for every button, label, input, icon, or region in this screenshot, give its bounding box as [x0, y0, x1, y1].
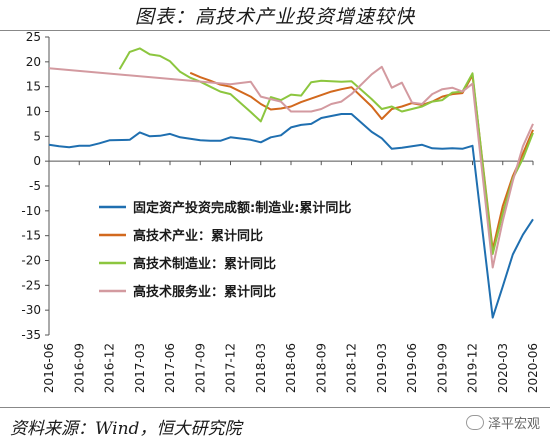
x-tick-label: 2017-09	[193, 343, 207, 393]
y-tick-label: -20	[21, 254, 41, 268]
y-tick-label: 15	[26, 80, 41, 94]
chart-axes: -35 -30 -25 -20 -15 -10 -5 0 5 10 15 20 25 2016-06 201…	[21, 30, 540, 393]
y-tick-label: -10	[21, 204, 41, 218]
y-tick-label: -5	[29, 179, 41, 193]
x-tick-label: 2018-03	[254, 343, 268, 393]
x-tick-label: 2019-06	[405, 343, 419, 393]
chart-title: 图表：高技术产业投资增速较快	[134, 6, 415, 28]
legend-label: 固定资产投资完成额:制造业:累计同比	[133, 200, 351, 216]
x-tick-label: 2017-03	[133, 343, 147, 393]
x-tick-label: 2018-09	[314, 343, 328, 393]
legend-label: 高技术制造业：累计同比	[133, 256, 276, 272]
series-line	[118, 47, 534, 255]
x-tick-label: 2019-03	[375, 343, 389, 393]
series-line	[48, 113, 534, 319]
legend-label: 高技术服务业：累计同比	[133, 284, 276, 300]
x-tick-label: 2020-03	[496, 343, 510, 393]
title-divider	[0, 30, 550, 31]
x-tick-label: 2016-12	[103, 343, 117, 393]
legend-label: 高技术产业：累计同比	[133, 228, 263, 244]
source-divider	[0, 407, 550, 408]
x-tick-label: 2017-06	[163, 343, 177, 393]
legend-box	[88, 195, 380, 303]
chart-series	[48, 47, 534, 319]
watermark-label: 泽平宏观	[487, 417, 540, 432]
y-tick-label: -25	[21, 278, 41, 292]
wechat-icon	[465, 415, 484, 430]
x-tick-label: 2019-12	[466, 343, 480, 393]
x-tick-label: 2017-12	[224, 343, 238, 393]
x-tick-label: 2020-06	[526, 343, 540, 393]
x-tick-label: 2016-09	[72, 343, 86, 393]
y-tick-label: -15	[21, 229, 41, 243]
y-tick-label: 0	[33, 154, 41, 168]
chart-legend: 固定资产投资完成额:制造业:累计同比高技术产业：累计同比高技术制造业：累计同比高…	[88, 195, 380, 303]
source-note: 资料来源：Wind，恒大研究院	[10, 419, 242, 439]
y-tick-label: 25	[26, 30, 41, 44]
watermark: 泽平宏观	[465, 413, 540, 432]
x-tick-label: 2018-06	[284, 343, 298, 393]
y-tick-label: 5	[33, 129, 41, 143]
y-tick-label: 10	[26, 105, 41, 119]
y-tick-label: -30	[21, 303, 41, 317]
x-tick-label: 2018-12	[345, 343, 359, 393]
x-tick-label: 2019-09	[435, 343, 449, 393]
y-tick-label: -35	[21, 328, 41, 342]
x-tick-label: 2016-06	[42, 343, 56, 393]
series-line	[48, 65, 534, 269]
y-tick-label: 20	[26, 55, 41, 69]
